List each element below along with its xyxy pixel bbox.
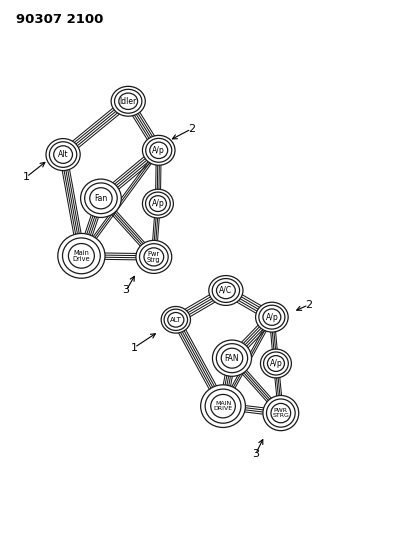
Ellipse shape	[267, 399, 295, 427]
Text: MAIN
DRIVE: MAIN DRIVE	[214, 401, 232, 411]
Ellipse shape	[264, 352, 288, 375]
Ellipse shape	[142, 189, 173, 218]
Ellipse shape	[271, 403, 291, 423]
Ellipse shape	[263, 309, 281, 325]
Ellipse shape	[259, 305, 285, 329]
Text: A/p: A/p	[265, 313, 278, 321]
Text: 2: 2	[305, 300, 312, 310]
Ellipse shape	[260, 349, 291, 378]
Ellipse shape	[46, 139, 80, 171]
Ellipse shape	[54, 146, 72, 163]
Ellipse shape	[168, 312, 184, 327]
Ellipse shape	[81, 179, 121, 217]
Ellipse shape	[114, 90, 142, 113]
Ellipse shape	[136, 240, 172, 273]
Ellipse shape	[161, 306, 190, 333]
Text: Pwr
Strg: Pwr Strg	[147, 251, 161, 263]
Ellipse shape	[111, 86, 145, 116]
Text: 2: 2	[188, 124, 195, 134]
Ellipse shape	[68, 244, 94, 268]
Ellipse shape	[146, 139, 172, 162]
Ellipse shape	[217, 344, 247, 373]
Ellipse shape	[212, 279, 240, 302]
Ellipse shape	[149, 196, 166, 212]
Text: Fan: Fan	[94, 194, 107, 203]
Text: 1: 1	[131, 343, 138, 352]
Ellipse shape	[217, 282, 235, 298]
Ellipse shape	[209, 276, 243, 305]
Ellipse shape	[205, 389, 241, 423]
Ellipse shape	[164, 309, 188, 330]
Ellipse shape	[144, 248, 164, 266]
Text: 90307 2100: 90307 2100	[16, 13, 104, 26]
Ellipse shape	[49, 142, 77, 167]
Ellipse shape	[85, 183, 117, 214]
Text: 3: 3	[123, 286, 130, 295]
Text: PWR
STRG: PWR STRG	[272, 408, 289, 418]
Text: ALT: ALT	[170, 317, 182, 323]
Text: Main
Drive: Main Drive	[72, 249, 90, 262]
Text: A/p: A/p	[152, 146, 165, 155]
Text: A/p: A/p	[151, 199, 164, 208]
Ellipse shape	[63, 238, 100, 274]
Ellipse shape	[150, 142, 168, 158]
Ellipse shape	[211, 394, 235, 418]
Ellipse shape	[212, 340, 252, 376]
Ellipse shape	[256, 302, 288, 332]
Text: 3: 3	[252, 449, 259, 459]
Text: A/C: A/C	[219, 286, 232, 295]
Ellipse shape	[146, 192, 170, 215]
Text: A/p: A/p	[269, 359, 282, 368]
Text: Alt: Alt	[58, 150, 68, 159]
Ellipse shape	[263, 395, 299, 431]
Ellipse shape	[267, 356, 284, 372]
Ellipse shape	[58, 233, 105, 278]
Ellipse shape	[119, 93, 138, 109]
Text: Idler: Idler	[120, 97, 137, 106]
Ellipse shape	[221, 348, 243, 368]
Ellipse shape	[142, 135, 175, 165]
Text: 1: 1	[23, 172, 30, 182]
Ellipse shape	[201, 385, 245, 427]
Ellipse shape	[90, 188, 112, 209]
Ellipse shape	[140, 244, 168, 270]
Text: FAN: FAN	[225, 354, 239, 362]
